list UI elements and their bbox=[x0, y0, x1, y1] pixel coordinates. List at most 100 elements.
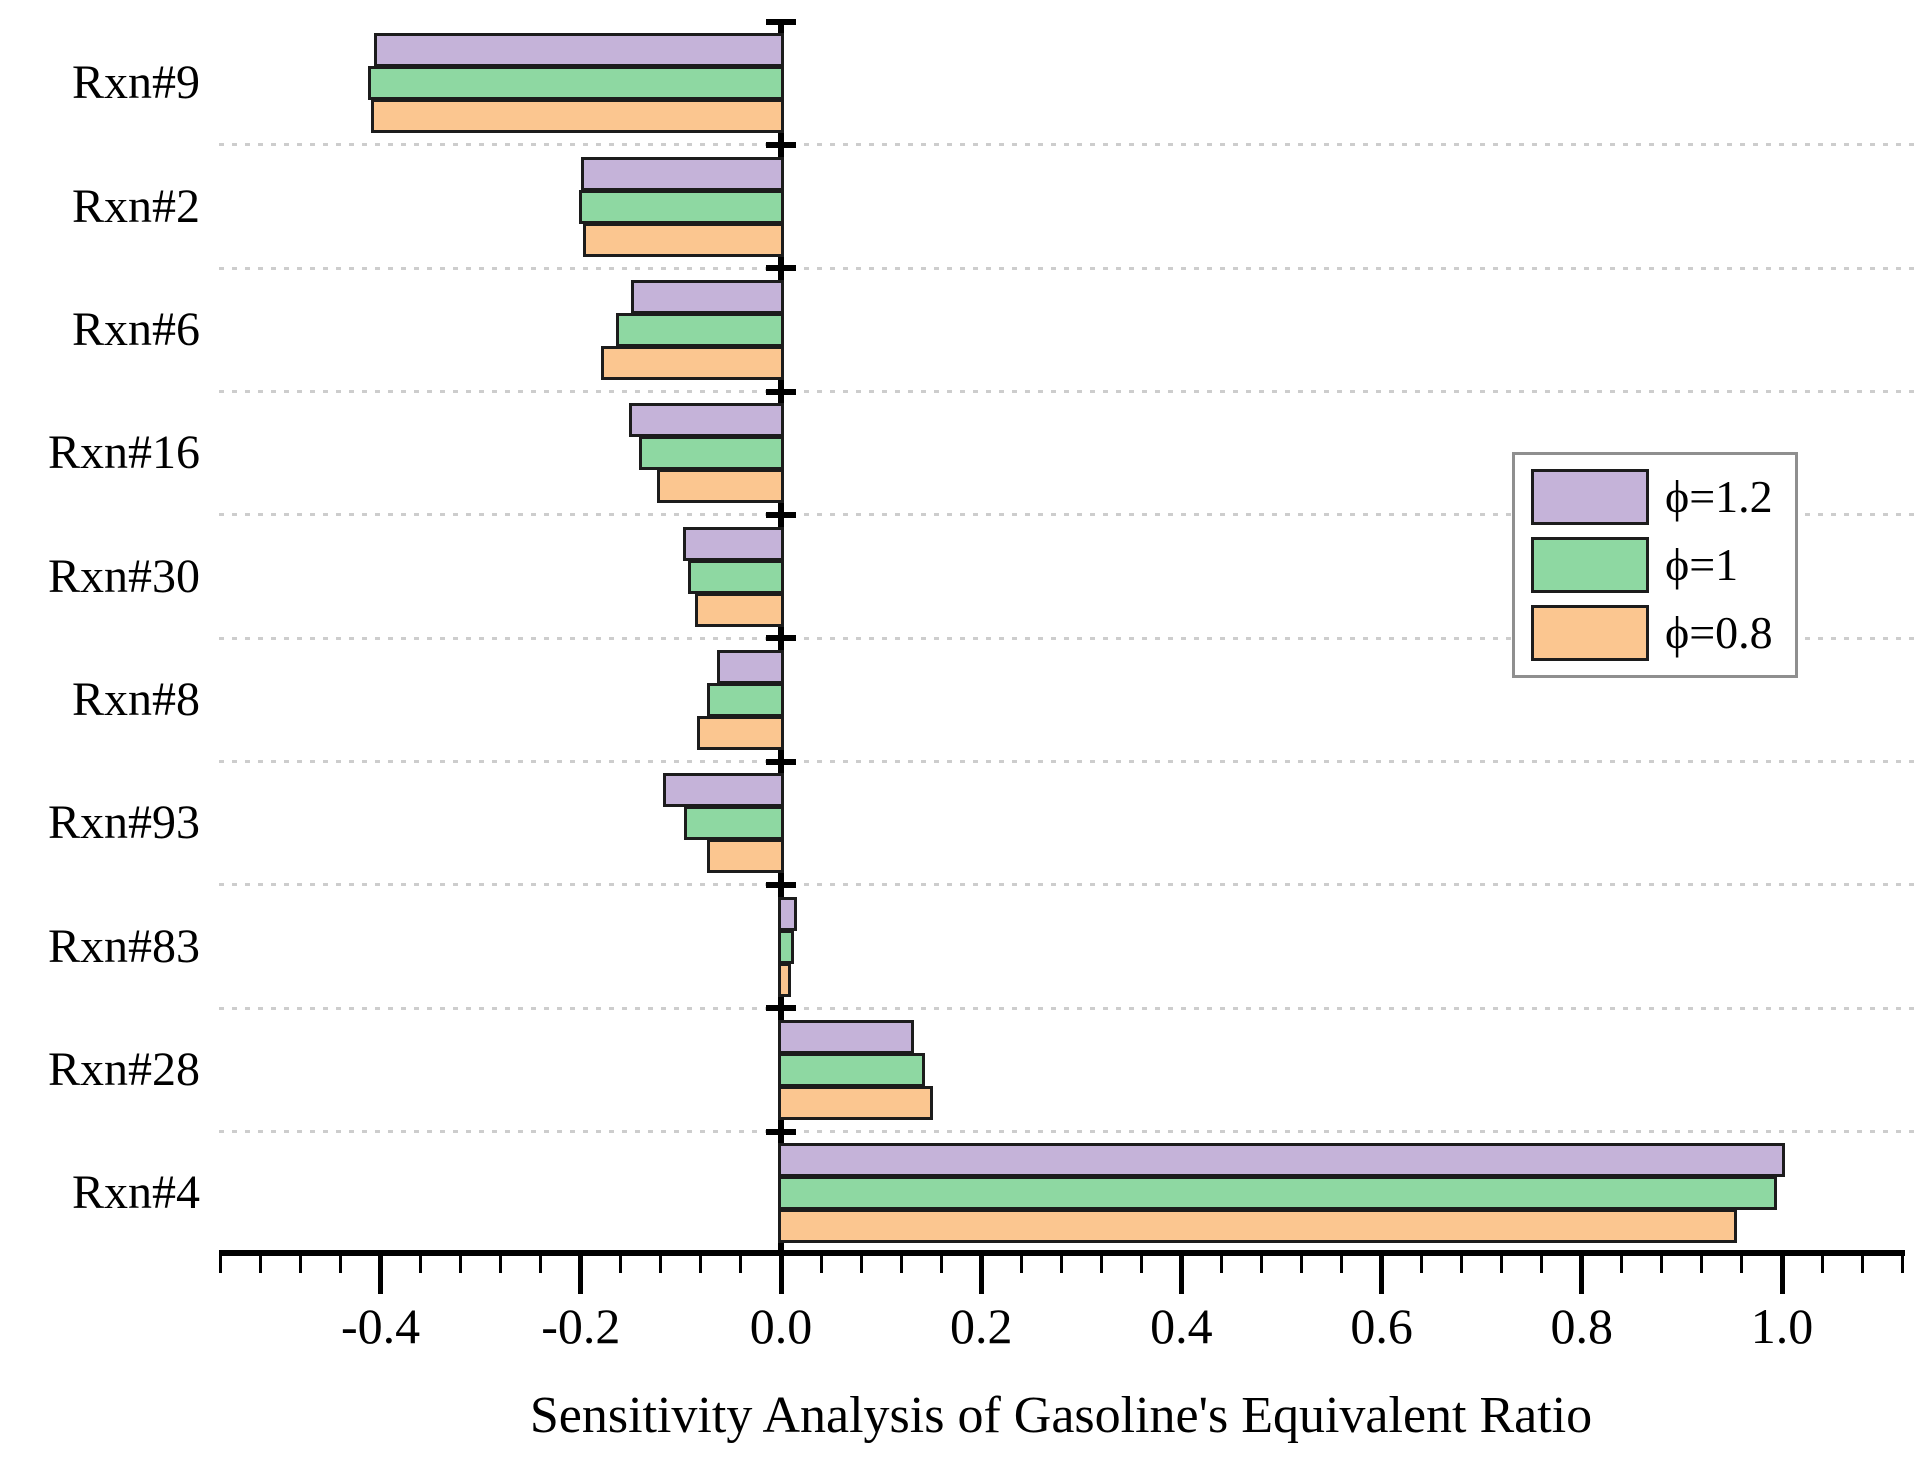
y-axis-tick bbox=[766, 881, 796, 888]
x-tick-label: -0.4 bbox=[341, 1298, 421, 1354]
bar-rxn93-phi08 bbox=[706, 839, 784, 874]
bar-rxn6-phi08 bbox=[600, 345, 784, 380]
category-label: Rxn#4 bbox=[71, 1166, 200, 1220]
bar-rxn30-phi12 bbox=[682, 526, 784, 561]
legend: ϕ=1.2 ϕ=1 ϕ=0.8 bbox=[1512, 452, 1798, 678]
bar-rxn9-phi08 bbox=[370, 99, 784, 134]
y-axis-tick bbox=[766, 635, 796, 642]
bar-rxn2-phi12 bbox=[580, 156, 784, 191]
gridline bbox=[219, 1130, 1920, 1134]
x-axis-title: Sensitivity Analysis of Gasoline's Equiv… bbox=[529, 1387, 1593, 1444]
y-axis-tick bbox=[766, 388, 796, 395]
x-axis-minor-tick bbox=[859, 1256, 863, 1273]
bar-rxn4-phi1 bbox=[778, 1176, 1777, 1211]
legend-swatch-phi12 bbox=[1531, 469, 1649, 525]
bar-rxn93-phi12 bbox=[662, 773, 784, 808]
bar-rxn16-phi12 bbox=[628, 403, 784, 438]
x-axis-major-tick bbox=[1579, 1256, 1585, 1294]
x-axis-minor-tick bbox=[339, 1256, 343, 1273]
bar-rxn2-phi1 bbox=[578, 189, 784, 224]
x-axis-minor-tick bbox=[619, 1256, 623, 1273]
gridline bbox=[219, 1006, 1920, 1010]
bar-rxn9-phi1 bbox=[367, 66, 784, 101]
bar-rxn93-phi1 bbox=[683, 806, 784, 841]
x-axis-minor-tick bbox=[739, 1256, 743, 1273]
y-axis-tick bbox=[766, 758, 796, 765]
bar-rxn2-phi08 bbox=[582, 222, 784, 257]
bar-rxn16-phi1 bbox=[638, 436, 784, 471]
y-axis-tick bbox=[766, 1005, 796, 1012]
x-axis-minor-tick bbox=[1700, 1256, 1704, 1273]
bar-rxn6-phi1 bbox=[615, 312, 784, 347]
category-label: Rxn#2 bbox=[71, 179, 200, 233]
legend-entry-phi1: ϕ=1 bbox=[1531, 537, 1781, 593]
bar-rxn28-phi1 bbox=[778, 1052, 926, 1087]
x-axis-minor-tick bbox=[819, 1256, 823, 1273]
x-axis-minor-tick bbox=[1259, 1256, 1263, 1273]
bar-rxn83-phi1 bbox=[778, 929, 794, 964]
x-tick-label: 0.0 bbox=[749, 1298, 813, 1354]
x-axis-minor-tick bbox=[1540, 1256, 1544, 1273]
gridline bbox=[219, 760, 1920, 764]
x-axis-minor-tick bbox=[1340, 1256, 1344, 1273]
bar-rxn30-phi1 bbox=[687, 559, 784, 594]
x-axis-major-tick bbox=[778, 1256, 784, 1294]
x-axis-minor-tick bbox=[419, 1256, 423, 1273]
category-label: Rxn#28 bbox=[47, 1042, 200, 1096]
gridline bbox=[219, 143, 1920, 147]
x-tick-label: 1.0 bbox=[1750, 1298, 1814, 1354]
x-axis-minor-tick bbox=[1820, 1256, 1824, 1273]
x-axis-minor-tick bbox=[1059, 1256, 1063, 1273]
category-label: Rxn#6 bbox=[71, 302, 200, 356]
category-label: Rxn#83 bbox=[47, 919, 200, 973]
bar-rxn83-phi08 bbox=[778, 962, 791, 997]
x-axis-minor-tick bbox=[299, 1256, 303, 1273]
x-axis-minor-tick bbox=[899, 1256, 903, 1273]
x-axis-minor-tick bbox=[499, 1256, 503, 1273]
x-axis-major-tick bbox=[1178, 1256, 1184, 1294]
category-label: Rxn#8 bbox=[71, 672, 200, 726]
x-axis-minor-tick bbox=[1740, 1256, 1744, 1273]
x-tick-label: 0.8 bbox=[1550, 1298, 1614, 1354]
legend-label-phi12: ϕ=1.2 bbox=[1665, 471, 1773, 522]
y-axis-tick bbox=[766, 141, 796, 148]
gridline bbox=[219, 883, 1920, 887]
bar-rxn9-phi12 bbox=[373, 33, 784, 68]
y-axis-tick bbox=[766, 1128, 796, 1135]
x-axis-line bbox=[219, 1250, 1905, 1256]
category-label: Rxn#93 bbox=[47, 796, 200, 850]
legend-label-phi1: ϕ=1 bbox=[1665, 539, 1739, 590]
bar-rxn8-phi12 bbox=[716, 649, 784, 684]
bar-rxn28-phi08 bbox=[778, 1085, 934, 1120]
legend-entry-phi12: ϕ=1.2 bbox=[1531, 469, 1781, 525]
x-axis-minor-tick bbox=[1500, 1256, 1504, 1273]
x-axis-minor-tick bbox=[1300, 1256, 1304, 1273]
x-axis-minor-tick bbox=[1219, 1256, 1223, 1273]
x-tick-label: 0.2 bbox=[949, 1298, 1013, 1354]
bar-rxn6-phi12 bbox=[630, 279, 784, 314]
y-axis-tick bbox=[766, 18, 796, 25]
category-label: Rxn#9 bbox=[71, 56, 200, 110]
x-axis-minor-tick bbox=[1460, 1256, 1464, 1273]
bar-rxn4-phi12 bbox=[778, 1143, 1785, 1178]
x-tick-label: 0.6 bbox=[1350, 1298, 1413, 1354]
bar-rxn8-phi1 bbox=[706, 682, 784, 717]
x-axis-minor-tick bbox=[1099, 1256, 1103, 1273]
bar-rxn16-phi08 bbox=[656, 469, 784, 504]
x-tick-label: 0.4 bbox=[1150, 1298, 1213, 1354]
x-axis-major-tick bbox=[1379, 1256, 1385, 1294]
y-axis-tick bbox=[766, 265, 796, 272]
bar-rxn28-phi12 bbox=[778, 1019, 915, 1054]
x-axis-minor-tick bbox=[1139, 1256, 1143, 1273]
x-axis-minor-tick bbox=[1420, 1256, 1424, 1273]
x-axis-minor-tick bbox=[218, 1256, 222, 1273]
category-label: Rxn#30 bbox=[47, 549, 200, 603]
bar-rxn83-phi12 bbox=[778, 896, 797, 931]
legend-swatch-phi1 bbox=[1531, 537, 1649, 593]
y-axis-tick bbox=[766, 511, 796, 518]
x-axis-minor-tick bbox=[699, 1256, 703, 1273]
gridline bbox=[219, 390, 1920, 394]
x-axis-major-tick bbox=[978, 1256, 984, 1294]
bar-rxn30-phi08 bbox=[694, 592, 784, 627]
